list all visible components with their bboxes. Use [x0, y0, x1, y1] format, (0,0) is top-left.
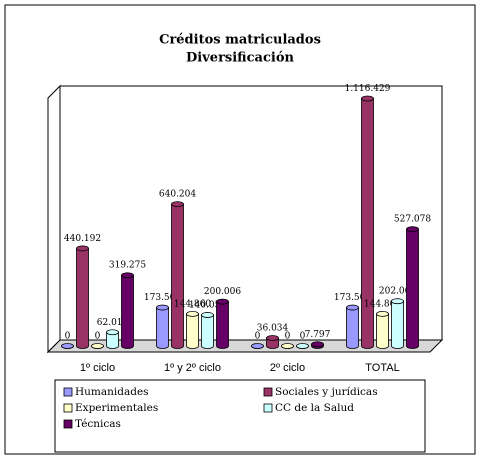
legend-swatch — [63, 403, 73, 413]
bar — [406, 226, 419, 349]
legend-label: Técnicas — [75, 418, 121, 430]
x-tick-label: TOTAL — [365, 362, 399, 374]
bar — [61, 343, 74, 349]
legend-swatch — [63, 387, 73, 397]
value-label: 0 — [300, 332, 306, 342]
legend-label: Humanidades — [75, 386, 149, 398]
floor — [46, 339, 444, 353]
value-label: 173.506 — [144, 293, 181, 303]
x-tick-label: 2º ciclo — [270, 362, 305, 374]
left-wall — [47, 84, 61, 354]
bar-top — [121, 272, 134, 279]
value-label: 62.013 — [97, 318, 129, 328]
bar-top — [296, 343, 309, 349]
value-label: 0 — [95, 332, 101, 342]
bar-top — [346, 304, 359, 311]
value-label: 640.204 — [159, 190, 196, 200]
bar-body — [121, 274, 134, 349]
value-label: 36.034 — [257, 324, 289, 334]
bar-body — [406, 228, 419, 349]
bar-top — [266, 335, 279, 341]
value-label: 200.006 — [204, 287, 241, 297]
value-label: 144.860 — [174, 299, 211, 309]
bar — [186, 310, 199, 349]
bar — [91, 343, 104, 349]
bar-top — [311, 341, 324, 348]
bar-body — [76, 248, 89, 349]
value-label: 144.860 — [364, 299, 401, 309]
chart-title: Créditos matriculados — [159, 33, 321, 48]
value-label: 527.078 — [394, 215, 431, 225]
bar-top — [406, 226, 419, 233]
legend-label: Experimentales — [75, 402, 158, 414]
bar-top — [76, 245, 89, 252]
bar-top — [216, 298, 229, 305]
bar — [171, 201, 184, 349]
bar-top — [91, 343, 104, 349]
value-label: 319.275 — [109, 261, 146, 271]
value-label: 7.797 — [305, 330, 331, 340]
bar — [106, 329, 119, 349]
bar-body — [376, 313, 389, 349]
legend — [54, 379, 426, 453]
bar-top — [281, 343, 294, 349]
bar — [311, 341, 324, 349]
bar-top — [61, 343, 74, 349]
bar-body — [186, 313, 199, 349]
bar-top — [376, 310, 389, 317]
bar-body — [346, 307, 359, 349]
bar — [376, 310, 389, 349]
chart-subtitle: Diversificación — [186, 51, 294, 66]
legend-label: CC de la Salud — [275, 402, 354, 414]
bar-top — [361, 95, 374, 102]
bar-body — [391, 300, 404, 349]
bar — [76, 245, 89, 349]
bar — [156, 304, 169, 349]
legend-swatch — [263, 387, 273, 397]
value-label: 0 — [255, 332, 261, 342]
x-tick-label: 1º y 2º ciclo — [164, 362, 221, 374]
bar-top — [251, 343, 264, 349]
bar-body — [106, 331, 119, 349]
bar-top — [391, 298, 404, 305]
bar — [121, 272, 134, 349]
bar-top — [156, 304, 169, 311]
bar-body — [361, 98, 374, 349]
bar-body — [216, 301, 229, 349]
legend-swatch — [63, 419, 73, 429]
bar — [266, 335, 279, 349]
legend-label: Sociales y jurídicas — [275, 386, 378, 398]
value-label: 440.192 — [64, 234, 101, 244]
bar — [361, 95, 374, 349]
value-label: 1.116.429 — [345, 84, 391, 94]
value-label: 173.506 — [334, 293, 371, 303]
value-label: 202.066 — [379, 287, 416, 297]
bar — [391, 298, 404, 349]
x-tick-label: 1º ciclo — [80, 362, 115, 374]
bar — [296, 343, 309, 349]
value-label: 0 — [285, 332, 291, 342]
value-label: 140.053 — [189, 300, 226, 310]
bar-top — [201, 312, 214, 318]
bar-body — [156, 307, 169, 349]
bar-body — [171, 203, 184, 349]
bar — [281, 343, 294, 349]
legend-swatch — [263, 403, 273, 413]
bar-top — [171, 201, 184, 207]
bar — [346, 304, 359, 349]
bar-body — [201, 314, 214, 349]
bar — [216, 298, 229, 349]
bar-top — [186, 310, 199, 317]
value-label: 0 — [65, 332, 71, 342]
bar — [251, 343, 264, 349]
bar — [201, 312, 214, 349]
bar-top — [106, 329, 119, 336]
